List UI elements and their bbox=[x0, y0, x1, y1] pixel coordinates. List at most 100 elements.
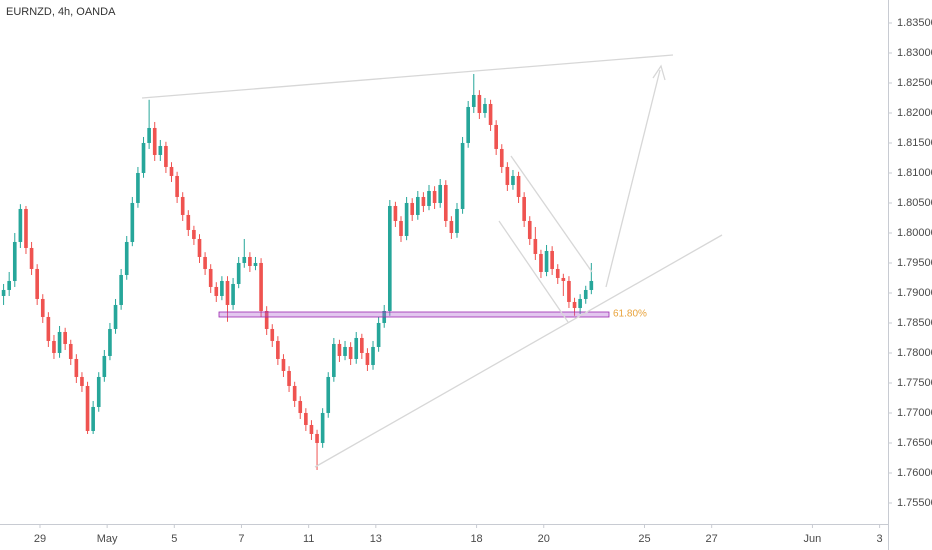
candle-body bbox=[270, 328, 275, 341]
candle-body bbox=[511, 175, 515, 185]
candle-body bbox=[544, 250, 549, 272]
candle-body bbox=[589, 280, 594, 290]
candle-body bbox=[102, 355, 107, 377]
candle-body bbox=[326, 376, 331, 413]
candle-body bbox=[152, 127, 157, 155]
candle-body bbox=[360, 337, 364, 353]
candle-body bbox=[29, 247, 34, 269]
y-tick-label: 1.79500 bbox=[897, 257, 932, 269]
candle-body bbox=[147, 127, 151, 143]
candle-body bbox=[12, 241, 17, 281]
candle-body bbox=[158, 145, 163, 155]
arrow-head bbox=[652, 64, 666, 81]
candle-body bbox=[567, 280, 571, 302]
candle-body bbox=[393, 205, 398, 221]
candle-body bbox=[164, 145, 168, 167]
candle-body bbox=[516, 175, 521, 197]
candle-body bbox=[281, 358, 286, 371]
candle-body bbox=[527, 220, 532, 239]
candle-body bbox=[225, 280, 230, 305]
candle-body bbox=[320, 412, 325, 443]
y-tick-label: 1.78000 bbox=[897, 347, 932, 359]
candle-body bbox=[96, 376, 101, 407]
x-tick-label: 18 bbox=[470, 533, 482, 545]
x-tick-label: 27 bbox=[706, 533, 718, 545]
y-tick-label: 1.82000 bbox=[897, 107, 932, 119]
candle-body bbox=[91, 406, 95, 431]
candle-body bbox=[309, 424, 314, 434]
candle-body bbox=[466, 106, 471, 143]
candle-body bbox=[175, 175, 179, 197]
candle-body bbox=[348, 346, 353, 359]
x-tick-label: Jun bbox=[804, 533, 822, 545]
candle-body bbox=[236, 262, 241, 284]
candle-body bbox=[399, 220, 403, 236]
candle-body bbox=[40, 298, 45, 317]
y-tick-label: 1.76000 bbox=[897, 467, 932, 479]
fib-label: 61.80% bbox=[613, 309, 647, 320]
x-tick-label: 20 bbox=[538, 533, 550, 545]
candle-body bbox=[343, 346, 347, 356]
candle-body bbox=[376, 322, 381, 347]
candle-body bbox=[365, 352, 370, 365]
wedge-lower bbox=[498, 220, 569, 323]
candle-body bbox=[18, 208, 23, 242]
candle-body bbox=[555, 268, 560, 278]
candle-body bbox=[57, 331, 62, 353]
candle-body bbox=[539, 253, 543, 272]
y-tick-label: 1.80500 bbox=[897, 197, 932, 209]
candle-body bbox=[427, 190, 431, 206]
candle-body bbox=[533, 238, 538, 254]
candle-body bbox=[259, 262, 263, 311]
y-tick-label: 1.82500 bbox=[897, 77, 932, 89]
candle-body bbox=[197, 238, 202, 257]
candle-body bbox=[572, 301, 577, 308]
candle-body bbox=[68, 343, 73, 359]
fib-zone bbox=[218, 311, 610, 318]
wedge-upper bbox=[510, 155, 593, 273]
candle-body bbox=[264, 310, 269, 329]
candle-body bbox=[130, 202, 135, 242]
candle-body bbox=[80, 376, 84, 386]
candle-body bbox=[449, 220, 454, 233]
chart-title: EURNZD, 4h, OANDA bbox=[6, 6, 116, 18]
x-tick-label: 25 bbox=[638, 533, 650, 545]
candle-body bbox=[85, 385, 90, 431]
candle-body bbox=[124, 241, 129, 275]
x-tick-label: 11 bbox=[303, 533, 314, 545]
candle-body bbox=[404, 202, 409, 236]
x-tick-label: 7 bbox=[238, 533, 244, 545]
candle-body bbox=[203, 256, 207, 269]
candle-body bbox=[214, 286, 219, 296]
candle-body bbox=[421, 196, 426, 206]
candle-body bbox=[505, 166, 510, 185]
candle-body bbox=[248, 256, 252, 266]
candle-body bbox=[455, 208, 459, 233]
candle-body bbox=[354, 337, 359, 359]
candle-body bbox=[108, 328, 112, 356]
y-tick-label: 1.75500 bbox=[897, 497, 932, 509]
candle-body bbox=[1, 289, 6, 296]
candle-body bbox=[63, 331, 67, 344]
y-tick-label: 1.80000 bbox=[897, 227, 932, 239]
candle-body bbox=[276, 340, 280, 359]
candle-body bbox=[136, 172, 140, 203]
candle-body bbox=[477, 94, 482, 113]
lower-trendline bbox=[314, 234, 723, 468]
candle-body bbox=[7, 280, 11, 290]
candle-body bbox=[550, 250, 554, 269]
candle-body bbox=[304, 412, 308, 425]
x-tick-label: May bbox=[97, 533, 118, 545]
y-tick-label: 1.81000 bbox=[897, 167, 932, 179]
candle-body bbox=[415, 196, 420, 215]
candle-body bbox=[483, 103, 487, 113]
candle-body bbox=[287, 370, 291, 386]
candle-body bbox=[46, 316, 51, 341]
candle-body bbox=[74, 358, 79, 377]
candle-body bbox=[52, 340, 56, 353]
candle-body bbox=[561, 277, 566, 281]
candle-body bbox=[315, 433, 319, 443]
candle-body bbox=[231, 283, 235, 305]
y-tick-label: 1.83500 bbox=[897, 17, 932, 29]
